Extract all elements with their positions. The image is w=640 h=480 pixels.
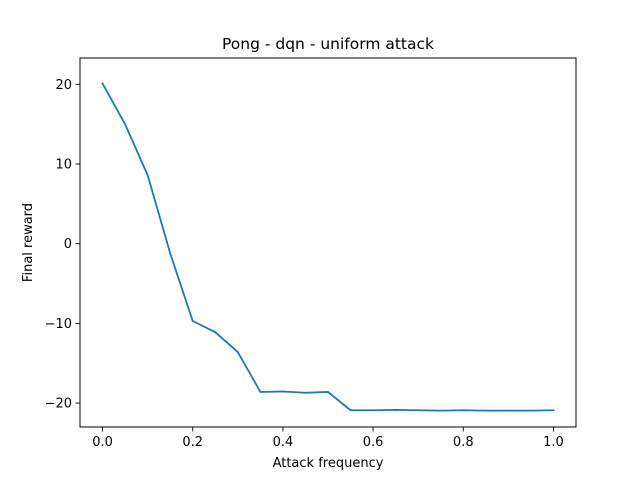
y-axis-ticks: −20 −10 0 10 20: [45, 78, 80, 412]
y-tick-label: 10: [55, 157, 72, 172]
y-tick-label: −10: [45, 317, 72, 332]
x-tick-label: 0.8: [453, 435, 474, 450]
data-point: [282, 390, 284, 393]
data-point: [394, 408, 397, 411]
x-tick-label: 0.0: [92, 435, 113, 450]
data-point: [349, 409, 352, 412]
x-axis-ticks: 0.0 0.2 0.4 0.6 0.8 1.0: [92, 427, 564, 450]
x-tick-label: 0.2: [182, 435, 203, 450]
data-point: [146, 174, 149, 177]
data-point: [169, 252, 172, 255]
y-axis-label: Final reward: [21, 203, 36, 282]
data-point: [484, 409, 487, 412]
y-tick-label: 0: [64, 237, 72, 252]
data-point: [530, 409, 532, 412]
data-point: [124, 123, 126, 126]
data-point: [439, 409, 442, 412]
y-tick-label: 20: [55, 78, 72, 93]
data-point: [462, 409, 465, 412]
data-point: [507, 409, 510, 412]
y-tick-label: −20: [45, 397, 72, 412]
series-group: [101, 82, 555, 412]
data-point: [372, 409, 374, 412]
data-point: [191, 320, 194, 322]
data-point: [304, 391, 307, 394]
data-point: [101, 82, 104, 85]
data-point: [552, 409, 555, 412]
x-tick-label: 1.0: [543, 435, 564, 450]
data-point: [327, 391, 329, 393]
x-tick-label: 0.6: [363, 435, 384, 450]
data-point: [417, 409, 420, 412]
x-axis-label: Attack frequency: [273, 456, 384, 471]
x-tick-label: 0.4: [273, 435, 294, 450]
data-point: [236, 351, 239, 353]
data-point: [259, 391, 262, 393]
plot-area-frame: [79, 57, 577, 428]
chart-title: Pong - dqn - uniform attack: [222, 35, 434, 53]
data-point: [214, 331, 217, 334]
